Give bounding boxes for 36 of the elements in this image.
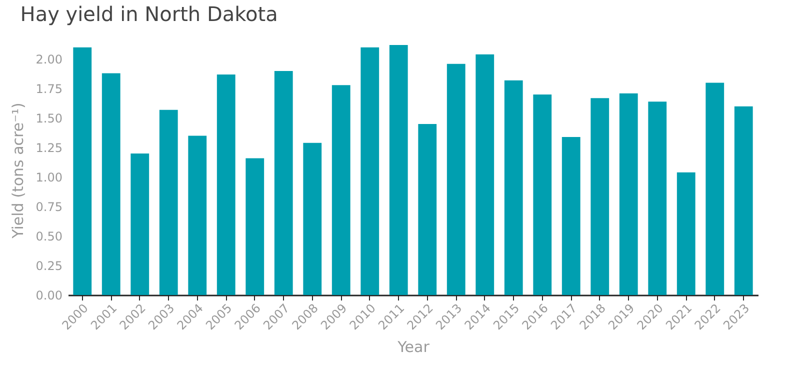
bar (246, 158, 264, 295)
bar (504, 80, 523, 295)
bar (73, 47, 92, 295)
y-tick-label: 0.00 (36, 288, 62, 302)
bar (648, 102, 667, 295)
bar (676, 172, 696, 295)
y-tick-label: 1.75 (36, 82, 62, 96)
bar (533, 94, 552, 295)
y-axis-title: Yield (tons acre⁻¹) (8, 102, 27, 240)
y-tick-label: 1.25 (36, 141, 62, 156)
bar (188, 136, 207, 295)
y-tick-label: 1.00 (36, 170, 62, 185)
bar (619, 93, 638, 295)
bar (446, 64, 466, 295)
bar (476, 54, 494, 295)
y-tick-label: 0.50 (36, 230, 62, 244)
y-tick-label: 2.00 (36, 52, 62, 67)
y-tick-label: 0.25 (36, 259, 62, 274)
bar (332, 85, 350, 295)
bar (274, 70, 293, 295)
y-tick-label: 0.75 (36, 200, 62, 214)
x-axis-title: Year (396, 338, 430, 356)
bar (389, 45, 408, 295)
bar (216, 74, 236, 295)
bar (418, 124, 437, 295)
bar (102, 73, 120, 295)
bar (130, 153, 150, 295)
bar (590, 98, 610, 295)
y-tick-label: 1.50 (36, 112, 62, 126)
bar (303, 142, 322, 295)
bar (734, 106, 753, 295)
bar (360, 47, 380, 295)
bar (562, 136, 580, 295)
chart-title: Hay yield in North Dakota (20, 2, 278, 26)
bar (159, 110, 178, 295)
bar (706, 82, 724, 295)
